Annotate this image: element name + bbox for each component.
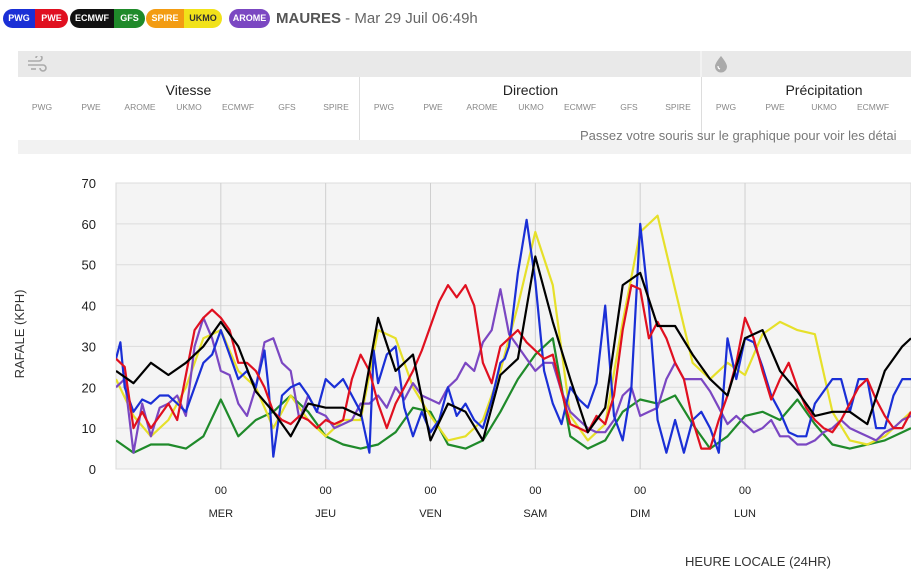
model-pill-pwg-pwe[interactable]: PWG PWE	[3, 9, 68, 28]
series-line-ecmwf	[116, 255, 911, 442]
model-pill-spire-ukmo[interactable]: SPIRE UKMO	[146, 9, 222, 28]
column-header-spire[interactable]: SPIRE	[665, 102, 691, 112]
series-line-ukmo	[116, 214, 911, 446]
model-ukmo-toggle[interactable]: UKMO	[184, 9, 222, 28]
location-title: MAURES - Mar 29 Juil 06:49h	[276, 9, 478, 29]
column-header-ecmwf[interactable]: ECMWF	[221, 102, 255, 112]
x-tick-hour: 00	[739, 485, 751, 497]
y-tick-label: 20	[82, 380, 96, 395]
model-spire-toggle[interactable]: SPIRE	[146, 9, 184, 28]
x-axis-label: HEURE LOCALE (24HR)	[685, 554, 831, 569]
y-tick-label: 70	[82, 176, 96, 191]
y-tick-label: 60	[82, 217, 96, 232]
y-tick-label: 30	[82, 339, 96, 354]
column-header-ukmo[interactable]: UKMO	[518, 102, 544, 112]
header-bar: PWG PWE ECMWF GFS SPIRE UKMO AROME MAURES - Ma…	[0, 0, 911, 40]
series-line-arome	[116, 288, 911, 454]
x-tick-day: SAM	[523, 508, 547, 520]
y-tick-label: 50	[82, 258, 96, 273]
table-columns-row	[18, 77, 911, 140]
column-header-ecmwf[interactable]: ECMWF	[856, 102, 890, 112]
model-pill-ecmwf-gfs[interactable]: ECMWF GFS	[70, 9, 145, 28]
droplet-icon	[715, 56, 727, 73]
model-arome-toggle[interactable]: AROME	[229, 9, 270, 28]
group-title-precipitation: Précipitation	[785, 82, 863, 98]
model-ecmwf-toggle[interactable]: ECMWF	[70, 9, 114, 28]
column-header-gfs[interactable]: GFS	[278, 102, 296, 112]
column-header-ukmo[interactable]: UKMO	[176, 102, 202, 112]
y-axis-label: RAFALE (KPH)	[12, 290, 27, 379]
y-tick-label: 0	[89, 462, 96, 477]
x-tick-hour: 00	[424, 485, 436, 497]
column-header-pwe[interactable]: PWE	[765, 102, 785, 112]
column-header-pwe[interactable]: PWE	[423, 102, 443, 112]
rain-section-header	[702, 51, 911, 77]
x-tick-day: VEN	[419, 508, 442, 520]
series-line-pwe	[116, 284, 911, 450]
column-header-ecmwf[interactable]: ECMWF	[563, 102, 597, 112]
column-header-ukmo[interactable]: UKMO	[811, 102, 837, 112]
x-tick-day: JEU	[315, 508, 336, 520]
model-pill-arome[interactable]: AROME	[229, 9, 270, 28]
column-header-spire[interactable]: SPIRE	[323, 102, 349, 112]
model-gfs-toggle[interactable]: GFS	[114, 9, 145, 28]
divider	[359, 77, 360, 140]
y-tick-label: 40	[82, 299, 96, 314]
x-tick-day: MER	[209, 508, 234, 520]
divider	[701, 77, 702, 140]
location-datetime: Mar 29 Juil 06:49h	[354, 10, 478, 27]
x-tick-hour: 00	[634, 485, 646, 497]
column-header-arome[interactable]: AROME	[124, 102, 156, 112]
column-header-arome[interactable]: AROME	[466, 102, 498, 112]
group-title-speed: Vitesse	[165, 82, 212, 98]
column-header-pwg[interactable]: PWG	[31, 102, 53, 112]
model-pwe-toggle[interactable]: PWE	[35, 9, 68, 28]
x-tick-day: LUN	[734, 508, 756, 520]
hover-hint: Passez votre souris sur le graphique pou…	[580, 128, 897, 143]
location-name: MAURES	[276, 10, 342, 27]
column-header-pwe[interactable]: PWE	[81, 102, 101, 112]
model-pwg-toggle[interactable]: PWG	[3, 9, 35, 28]
x-tick-hour: 00	[529, 485, 541, 497]
column-header-pwg[interactable]: PWG	[715, 102, 737, 112]
column-header-gfs[interactable]: GFS	[620, 102, 638, 112]
group-title-direction: Direction	[502, 82, 559, 98]
location-separator: -	[341, 10, 355, 27]
wind-section-header	[18, 51, 700, 77]
y-tick-label: 10	[82, 421, 96, 436]
column-header-pwg[interactable]: PWG	[373, 102, 395, 112]
x-tick-hour: 00	[215, 485, 227, 497]
x-tick-day: DIM	[630, 508, 650, 520]
forecast-table-panel: Vitesse Direction Précipitation PWG PWE AR…	[18, 51, 911, 154]
series-line-gfs	[116, 337, 911, 454]
wind-icon	[28, 56, 47, 72]
x-tick-hour: 00	[320, 485, 332, 497]
